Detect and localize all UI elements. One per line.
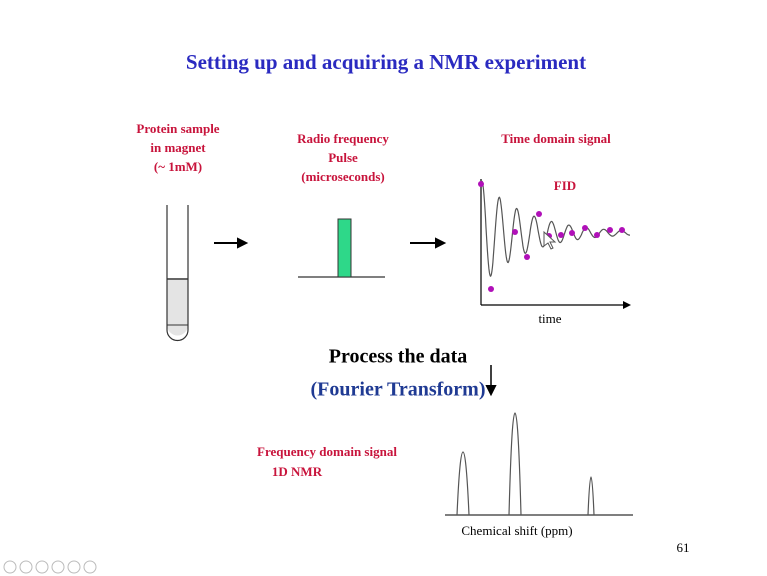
time-axis-label: time [538, 311, 561, 326]
time-domain-label: Time domain signal [501, 131, 611, 146]
cursor [543, 230, 557, 250]
process-label: Process the data [329, 346, 468, 368]
spectrum [445, 412, 633, 516]
pulse-label: Radio frequency [297, 131, 389, 146]
fourier-label: (Fourier Transform) [311, 379, 486, 401]
pulse-label: Pulse [328, 150, 358, 165]
chemical-shift-label: Chemical shift (ppm) [461, 523, 572, 538]
fid-plot [478, 179, 631, 309]
sample-label: (~ 1mM) [154, 159, 202, 174]
slide-title: Setting up and acquiring a NMR experimen… [186, 50, 586, 74]
sample-label: in magnet [150, 140, 206, 155]
fid-label: FID [554, 178, 576, 193]
frequency-domain-label: 1D NMR [272, 464, 323, 479]
page-number: 61 [677, 540, 690, 555]
frequency-domain-label: Frequency domain signal [257, 444, 397, 459]
player-controls[interactable] [3, 560, 97, 574]
rf-pulse [298, 218, 385, 278]
pulse-label: (microseconds) [301, 169, 385, 184]
sample-label: Protein sample [136, 121, 219, 136]
arrow [214, 237, 497, 397]
fid-curve [481, 180, 630, 277]
test-tube [166, 205, 189, 342]
sample-points [478, 181, 625, 292]
